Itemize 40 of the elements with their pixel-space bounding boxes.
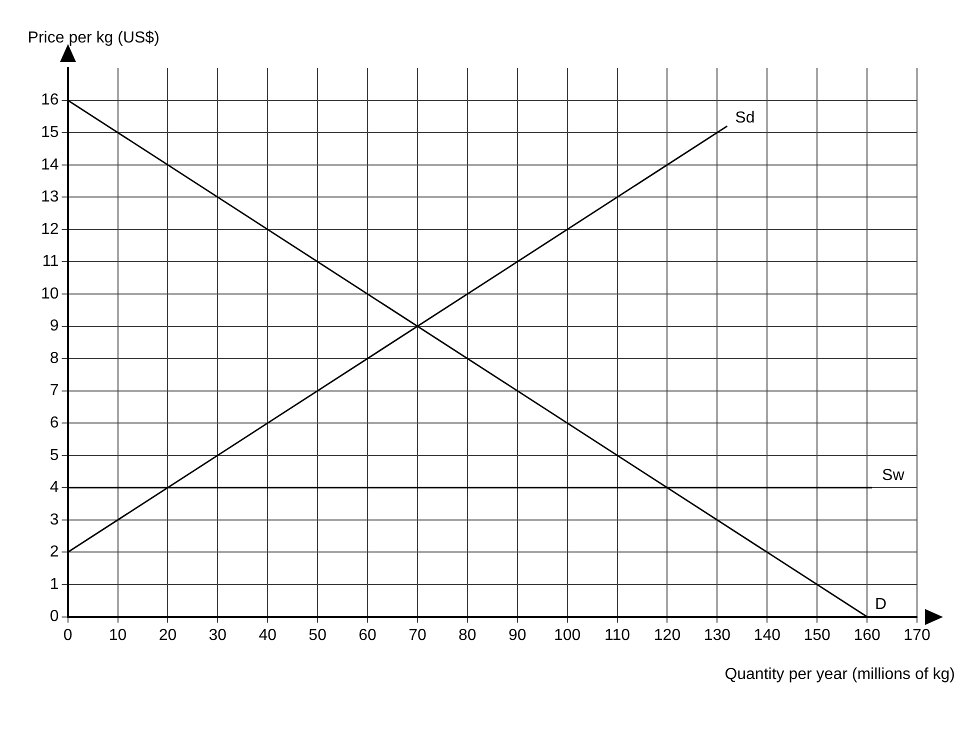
y-tick-label: 6 (50, 414, 59, 432)
series-label: Sd (735, 110, 755, 127)
y-tick-label: 7 (50, 382, 59, 400)
series-label: Sw (882, 467, 905, 484)
x-tick-label: 130 (704, 626, 731, 644)
y-tick-label: 4 (50, 479, 59, 496)
x-tick-label: 100 (554, 626, 581, 644)
y-tick-label: 13 (41, 188, 59, 206)
y-tick-label: 8 (50, 350, 59, 367)
y-tick-label: 14 (41, 156, 59, 174)
x-tick-label: 20 (158, 626, 177, 644)
y-tick-label: 10 (41, 285, 59, 302)
y-tick-label: 1 (50, 576, 59, 593)
y-tick-label: 0 (50, 608, 59, 626)
y-tick-label: 12 (41, 220, 59, 238)
y-tick-label: 16 (41, 92, 59, 109)
x-tick-label: 150 (804, 626, 831, 644)
x-tick-label: 30 (208, 626, 227, 644)
y-axis-title: Price per kg (US$) (28, 29, 160, 46)
x-tick-label: 50 (308, 626, 327, 644)
x-tick-label: 60 (358, 626, 377, 644)
x-tick-label: 160 (854, 626, 880, 644)
x-tick-label: 70 (408, 626, 426, 644)
x-tick-label: 10 (108, 626, 127, 644)
x-tick-label: 170 (904, 626, 930, 644)
y-tick-label: 15 (41, 124, 59, 141)
x-tick-label: 110 (604, 626, 630, 644)
x-axis-title: Quantity per year (millions of kg) (724, 666, 955, 684)
x-tick-label: 120 (654, 626, 681, 644)
x-tick-label: 80 (458, 626, 476, 644)
x-tick-label: 0 (63, 626, 72, 644)
y-tick-label: 3 (50, 511, 59, 528)
x-tick-label: 140 (754, 626, 781, 644)
x-tick-label: 40 (258, 626, 277, 644)
x-tick-label: 90 (508, 626, 526, 644)
y-tick-label: 11 (42, 253, 59, 270)
y-tick-label: 9 (50, 318, 59, 335)
y-tick-label: 2 (50, 544, 59, 561)
y-tick-label: 5 (50, 446, 59, 464)
series-label: D (875, 596, 887, 614)
